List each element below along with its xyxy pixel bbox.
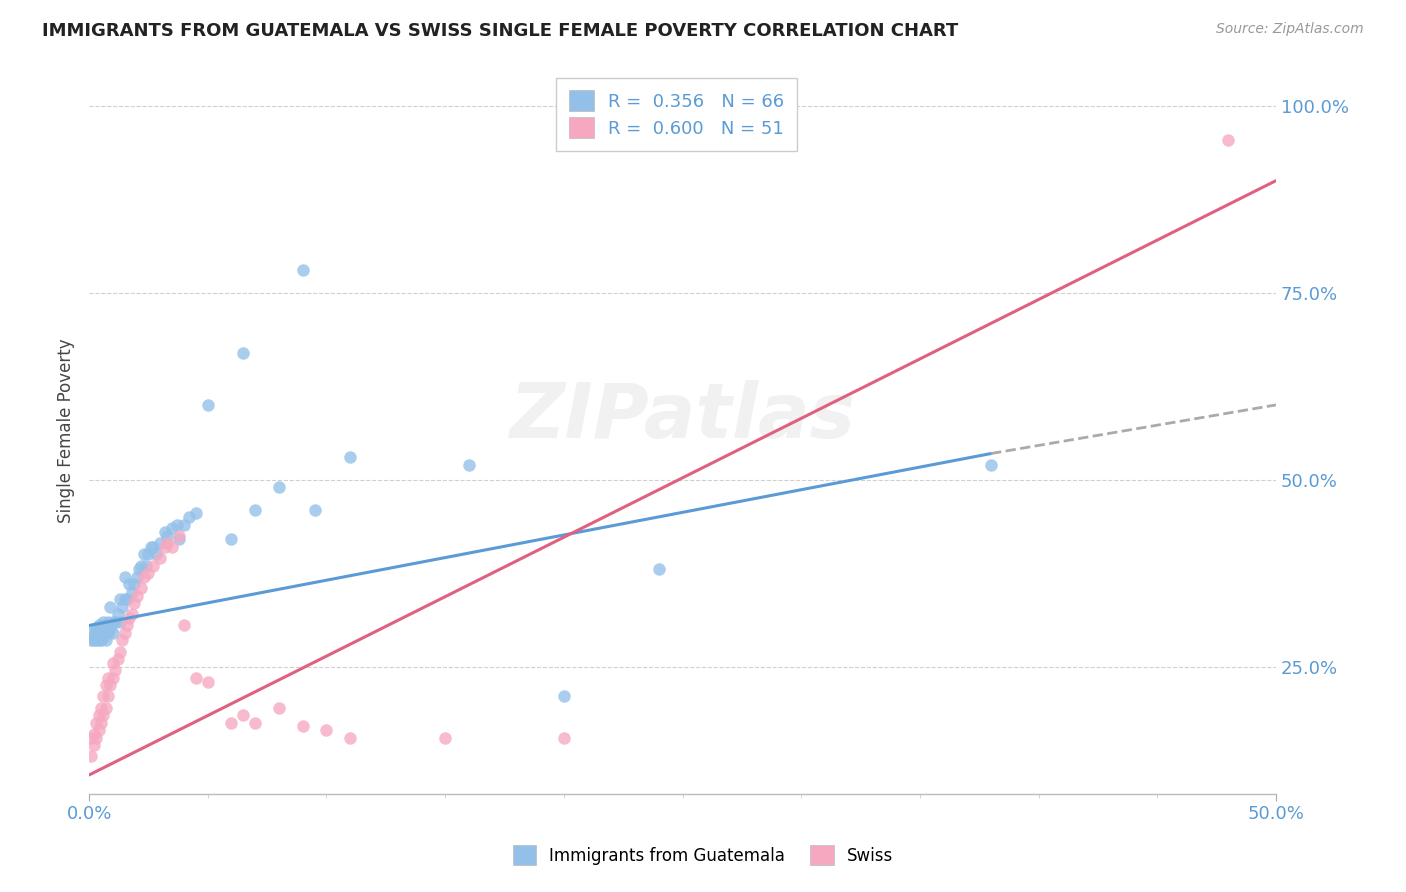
Legend: R =  0.356   N = 66, R =  0.600   N = 51: R = 0.356 N = 66, R = 0.600 N = 51 xyxy=(555,78,797,151)
Text: Source: ZipAtlas.com: Source: ZipAtlas.com xyxy=(1216,22,1364,37)
Text: ZIPatlas: ZIPatlas xyxy=(509,380,855,454)
Y-axis label: Single Female Poverty: Single Female Poverty xyxy=(58,339,75,524)
Legend: Immigrants from Guatemala, Swiss: Immigrants from Guatemala, Swiss xyxy=(503,836,903,875)
Text: IMMIGRANTS FROM GUATEMALA VS SWISS SINGLE FEMALE POVERTY CORRELATION CHART: IMMIGRANTS FROM GUATEMALA VS SWISS SINGL… xyxy=(42,22,959,40)
